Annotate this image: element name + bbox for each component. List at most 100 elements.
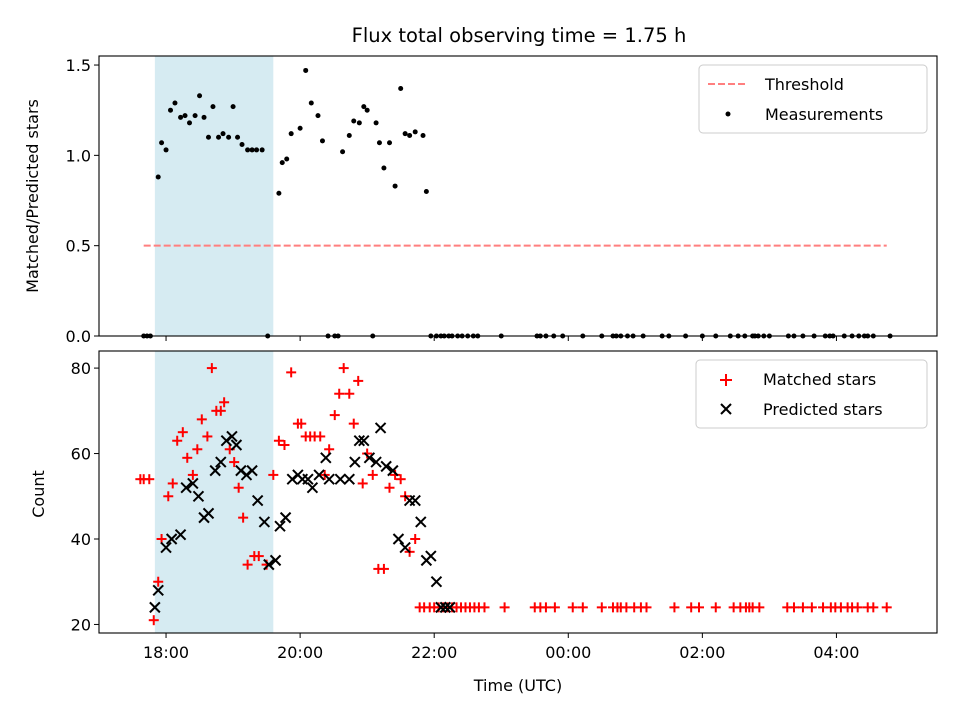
matched-star-point <box>296 418 307 429</box>
predicted-star-point <box>435 601 447 614</box>
predicted-star-point <box>363 452 376 464</box>
measurement-point <box>216 134 222 140</box>
predicted-star-point <box>353 435 366 447</box>
measurement-point <box>276 190 282 196</box>
matched-star-point <box>279 440 290 450</box>
matched-star-point <box>177 427 188 438</box>
top-panel-frame <box>98 55 938 337</box>
observing-window-span <box>154 56 274 336</box>
x-tick-label: 18:00 <box>143 643 189 662</box>
measurement-point <box>297 125 303 131</box>
predicted-star-point <box>370 456 382 468</box>
matched-star-point <box>596 602 607 613</box>
matched-star-point <box>182 452 193 463</box>
observing-window-span <box>154 351 274 633</box>
measurement-point <box>376 140 382 146</box>
matched-star-point <box>344 388 355 399</box>
predicted-star-point <box>230 439 243 451</box>
matched-star-point <box>215 405 226 416</box>
matched-star-point <box>192 444 203 455</box>
matched-star-point <box>233 482 244 493</box>
matched-star-point <box>144 474 155 485</box>
top-y-axis-label: Matched/Predicted stars <box>23 99 42 293</box>
matched-star-point <box>710 602 721 613</box>
matched-star-point <box>268 469 279 480</box>
y-tick-label: 80 <box>71 359 91 378</box>
measurement-point <box>182 113 188 119</box>
predicted-star-point <box>399 541 411 554</box>
x-tick-label: 00:00 <box>545 643 591 662</box>
predicted-star-point <box>180 482 192 494</box>
legend-matched-swatch <box>720 374 732 386</box>
x-tick-label: 20:00 <box>277 643 323 662</box>
bottom-panel-frame <box>98 350 938 634</box>
measurement-point <box>230 104 236 110</box>
measurement-point <box>361 104 367 110</box>
y-tick-label: 1.0 <box>66 146 91 165</box>
predicted-star-point <box>192 490 205 502</box>
matched-star-point <box>384 482 395 493</box>
matched-star-point <box>172 435 183 446</box>
bottom-y-axis-label: Count <box>29 470 48 518</box>
predicted-star-point <box>226 430 238 443</box>
x-tick-label: 22:00 <box>411 643 457 662</box>
measurement-point <box>392 183 398 189</box>
predicted-star-point <box>152 584 164 596</box>
predicted-star-point <box>439 601 452 614</box>
predicted-star-point <box>409 494 421 507</box>
measurement-point <box>356 120 362 126</box>
matched-star-point <box>202 431 213 442</box>
predicted-star-point <box>251 494 264 507</box>
measurement-point <box>205 134 211 140</box>
predicted-star-point <box>415 516 427 528</box>
predicted-star-point <box>174 529 187 541</box>
matched-star-point <box>348 418 359 429</box>
measurement-point <box>249 147 255 153</box>
matched-star-point <box>410 534 421 544</box>
matched-star-point <box>242 559 253 570</box>
matched-star-point <box>353 375 364 386</box>
measurement-point <box>192 113 198 119</box>
matched-star-point <box>163 491 174 502</box>
legend-measurements-label: Measurements <box>765 105 883 124</box>
matched-star-point <box>315 431 326 442</box>
measurement-point <box>155 174 161 180</box>
predicted-star-point <box>274 520 286 532</box>
x-tick-label: 04:00 <box>813 643 859 662</box>
matched-star-point <box>806 602 817 613</box>
measurement-point <box>420 132 426 138</box>
matched-star-point <box>238 512 249 523</box>
measurement-point <box>340 149 346 155</box>
measurement-point <box>245 147 251 153</box>
predicted-star-point <box>313 469 325 481</box>
measurement-point <box>159 140 165 146</box>
predicted-star-point <box>165 533 178 545</box>
top-panel: 0.0 0.5 1.0 1.5 Matched/Predicted stars Thr… <box>23 55 938 346</box>
measurement-point <box>168 107 174 113</box>
predicted-star-point <box>279 511 292 524</box>
predicted-star-point <box>425 550 437 562</box>
matched-star-point <box>273 435 284 446</box>
measurement-point <box>373 120 379 126</box>
matched-star-point <box>754 602 765 613</box>
y-tick-label: 1.5 <box>66 56 91 75</box>
measurement-point <box>178 114 184 120</box>
matched-star-point <box>694 602 705 613</box>
measurement-point <box>346 132 352 138</box>
matched-star-point <box>329 410 340 421</box>
measurement-point <box>210 104 216 110</box>
predicted-star-point <box>209 464 221 477</box>
predicted-star-point <box>392 533 405 545</box>
measurement-point <box>407 132 413 138</box>
matched-star-point <box>868 602 879 613</box>
legend-predicted-swatch <box>720 403 732 415</box>
measurement-point <box>279 160 285 166</box>
matched-star-point <box>338 363 349 374</box>
predicted-star-point <box>320 452 332 464</box>
matched-star-point <box>219 397 230 408</box>
matched-star-point <box>378 563 389 574</box>
measurement-point <box>254 147 260 153</box>
predicted-star-point <box>149 601 161 614</box>
measurement-point <box>284 156 290 162</box>
